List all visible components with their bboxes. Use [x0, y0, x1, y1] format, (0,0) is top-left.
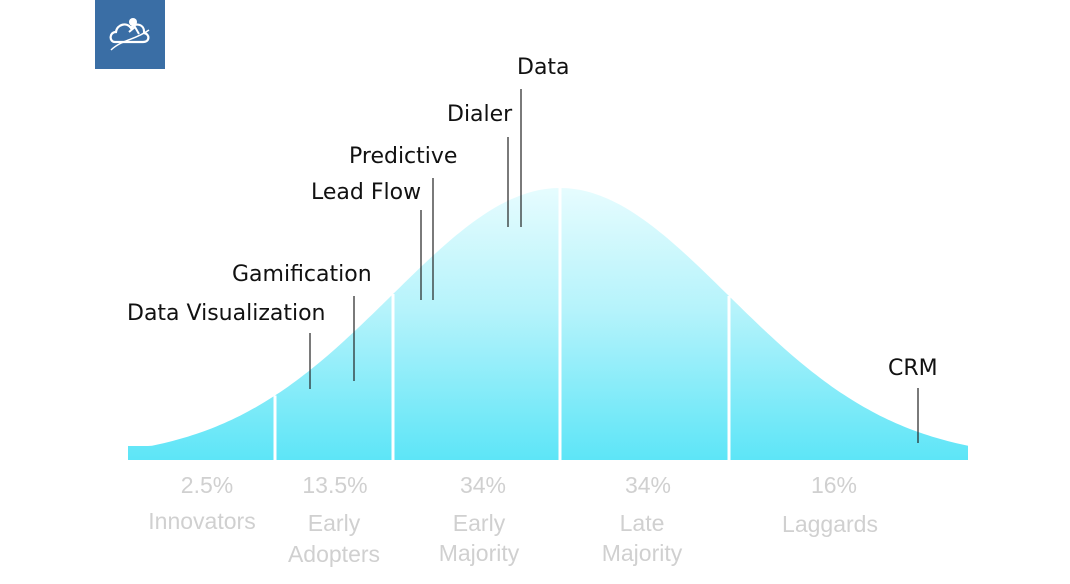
bell-curve [128, 188, 968, 460]
segment-dividers [273, 188, 731, 460]
tech-label-gamification: Gamification [232, 262, 372, 287]
segment-name-late-majority-line1: Late [620, 510, 665, 536]
segment-percent-innovators: 2.5% [181, 472, 233, 498]
tech-label-lead-flow: Lead Flow [311, 180, 421, 205]
segment-percent-late-majority: 34% [625, 472, 671, 498]
segment-labels: 2.5% Innovators 13.5% Early Adopters 34%… [148, 472, 878, 567]
technology-labels: Data Visualization Gamification Lead Flo… [127, 55, 938, 381]
segment-name-late-majority-line2: Majority [602, 540, 683, 566]
segment-percent-early-adopters: 13.5% [302, 472, 367, 498]
segment-percent-laggards: 16% [811, 472, 857, 498]
cloud-person-icon [109, 18, 150, 51]
segment-name-early-adopters-line1: Early [308, 510, 361, 536]
segment-name-innovators: Innovators [148, 508, 255, 534]
segment-name-early-majority-line1: Early [453, 510, 506, 536]
segment-name-early-adopters-line2: Adopters [288, 541, 380, 567]
tech-label-predictive: Predictive [349, 144, 457, 169]
technology-pointers [309, 89, 919, 443]
tech-label-data-visualization: Data Visualization [127, 301, 325, 326]
tech-label-dialer: Dialer [447, 102, 513, 127]
segment-percent-early-majority: 34% [460, 472, 506, 498]
tech-label-crm: CRM [888, 356, 938, 381]
segment-name-early-majority-line2: Majority [439, 540, 520, 566]
segment-name-laggards: Laggards [782, 511, 878, 537]
company-logo [95, 0, 165, 69]
tech-label-data: Data [517, 55, 570, 80]
